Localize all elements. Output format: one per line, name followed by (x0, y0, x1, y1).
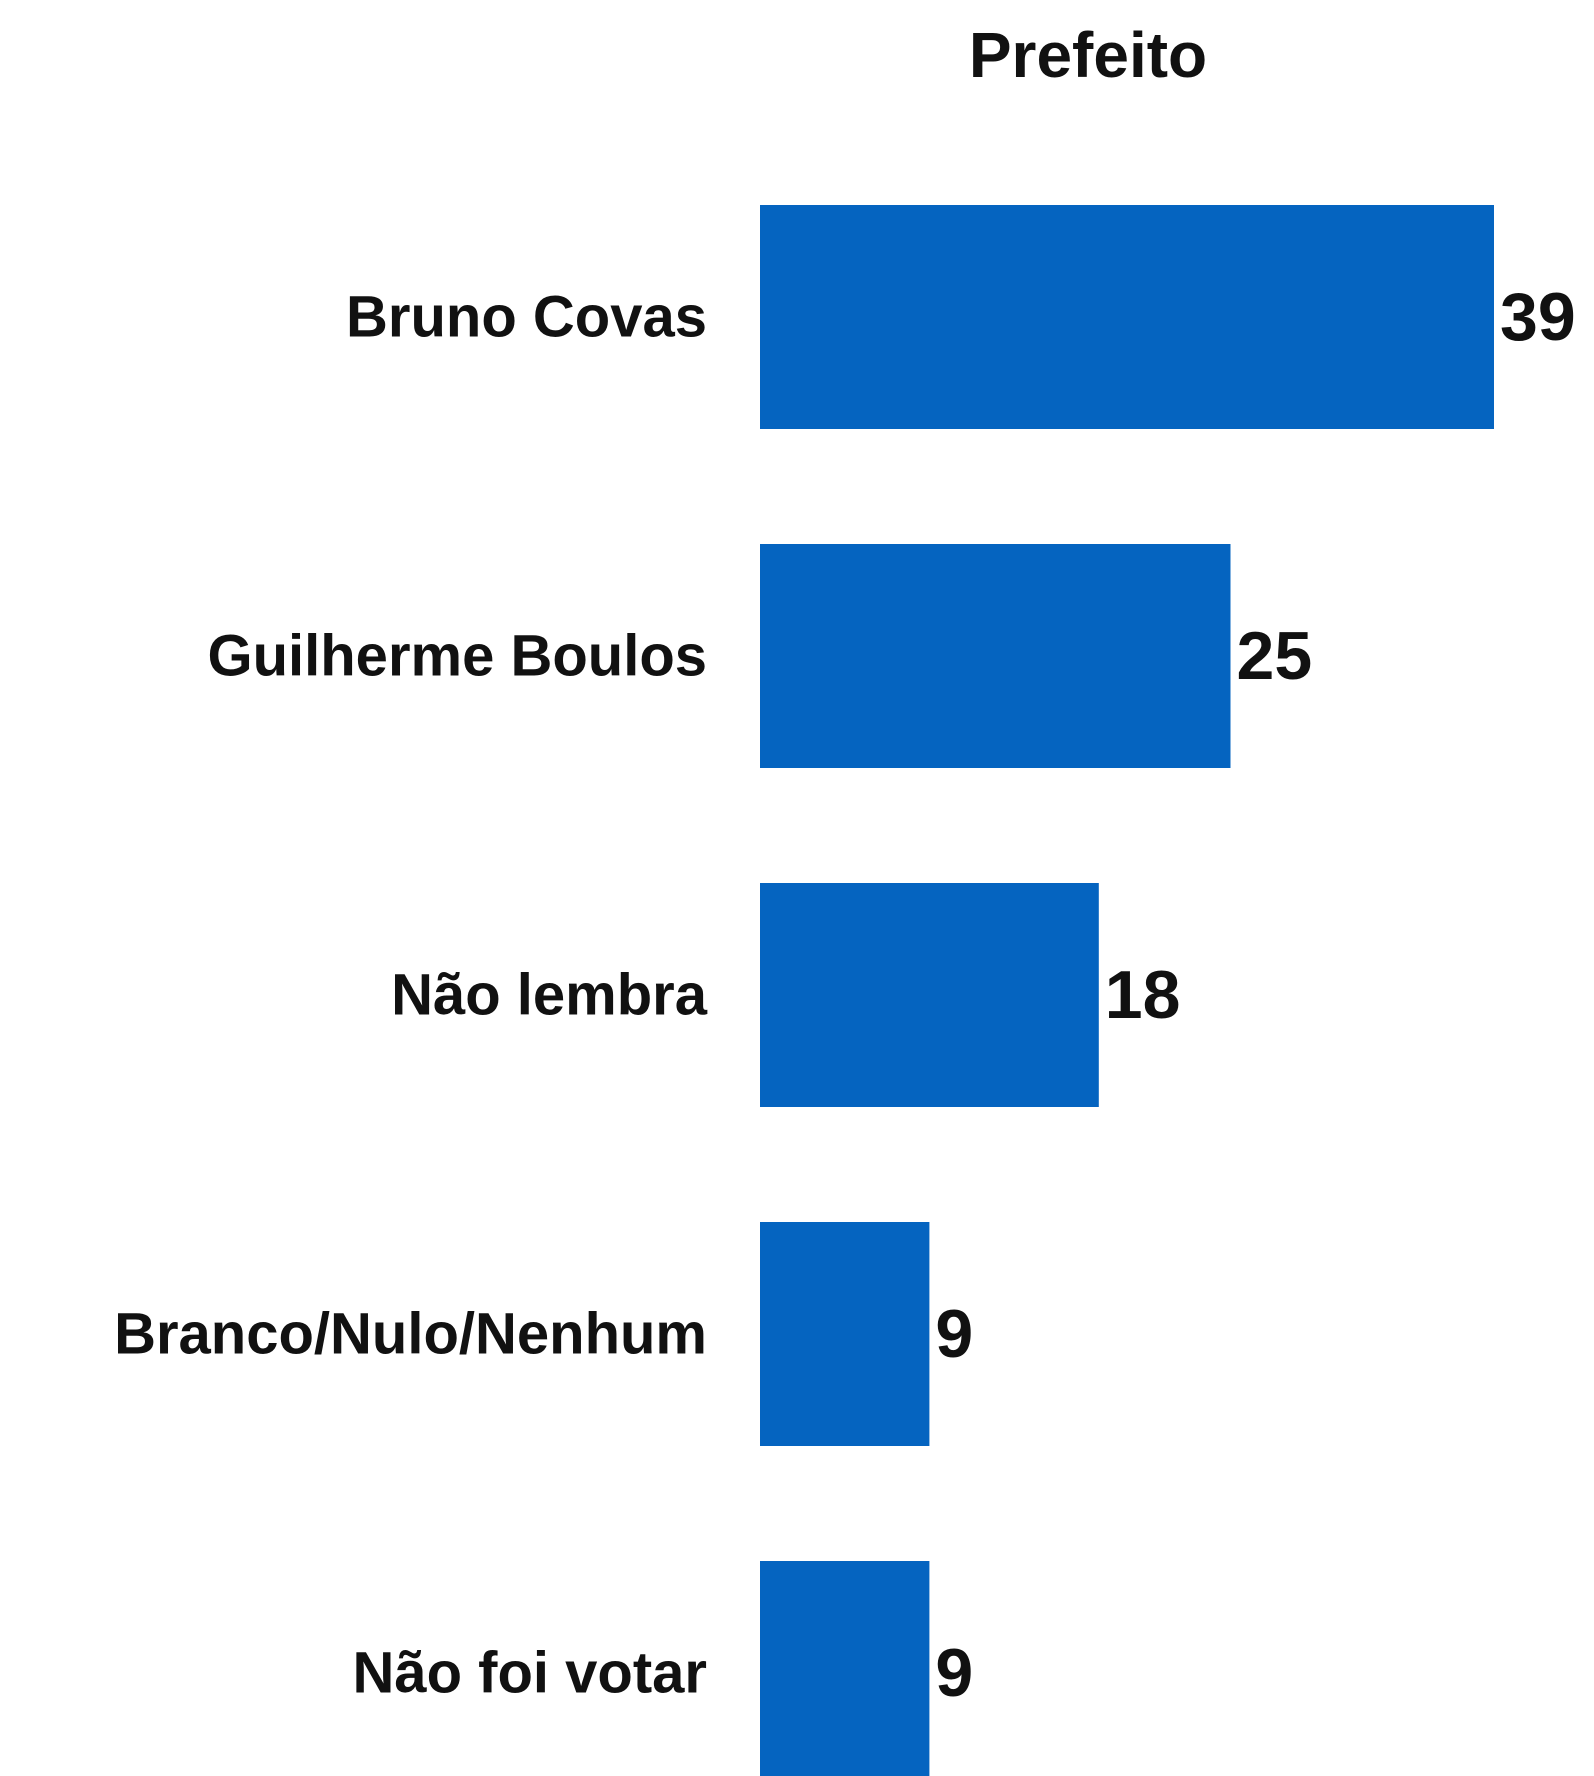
bar-3 (760, 1222, 930, 1446)
bars-layer: Bruno Covas 39 Guilherme Boulos 25 Não lembr… (114, 205, 1576, 1776)
category-label-1: Guilherme Boulos (207, 624, 707, 689)
bar-4 (760, 1561, 930, 1776)
bar-2 (760, 883, 1099, 1107)
value-label-1: 25 (1237, 618, 1313, 694)
category-label-0: Bruno Covas (346, 285, 707, 350)
chart-title: Prefeito (969, 19, 1207, 91)
value-label-4: 9 (935, 1635, 973, 1711)
category-label-4: Não foi votar (353, 1641, 708, 1706)
value-label-2: 18 (1105, 957, 1181, 1033)
bar-1 (760, 544, 1231, 768)
value-label-3: 9 (935, 1296, 973, 1372)
category-label-2: Não lembra (391, 963, 708, 1028)
bar-0 (760, 205, 1494, 429)
value-label-0: 39 (1500, 279, 1576, 355)
category-label-3: Branco/Nulo/Nenhum (114, 1302, 707, 1367)
